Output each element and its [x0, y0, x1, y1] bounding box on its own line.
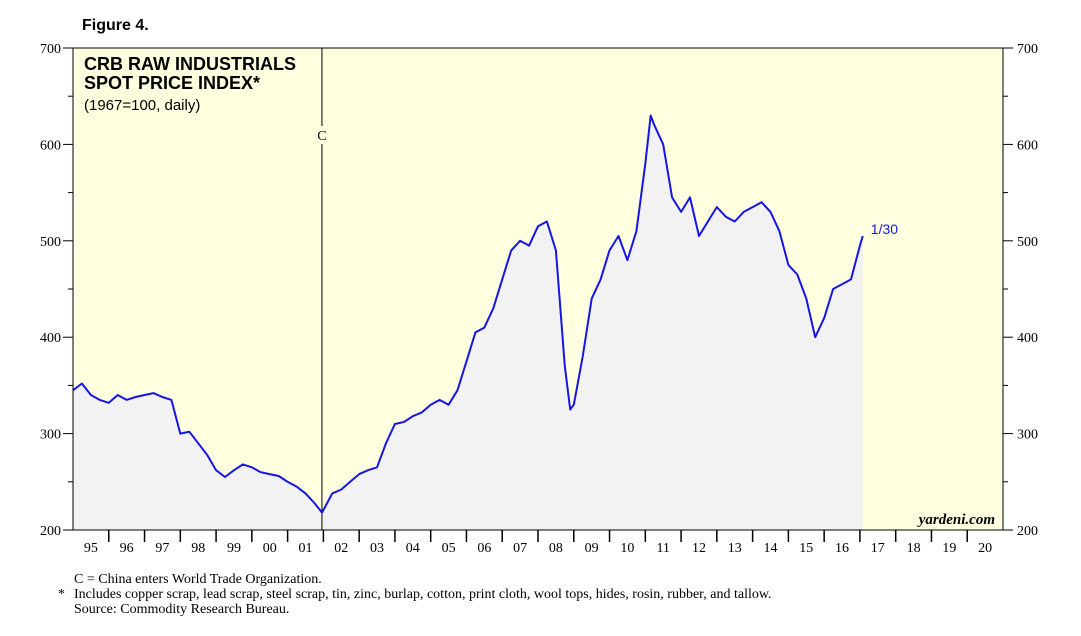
- footnote-marker: *: [58, 587, 65, 602]
- y-tick-label: 500: [40, 235, 61, 250]
- x-tick-label: 20: [978, 541, 992, 556]
- footnote: Includes copper scrap, lead scrap, steel…: [74, 587, 772, 602]
- x-tick-label: 97: [155, 541, 169, 556]
- x-tick-label: 96: [120, 541, 134, 556]
- x-tick-label: 14: [764, 541, 778, 556]
- y-tick-label: 600: [40, 138, 61, 153]
- x-tick-label: 05: [442, 541, 456, 556]
- y2-tick-label: 500: [1017, 235, 1038, 250]
- y2-tick-label: 200: [1017, 524, 1038, 539]
- line: [72, 114, 864, 514]
- chart-title: CRB RAW INDUSTRIALS: [84, 54, 296, 74]
- watermark: yardeni.com: [917, 512, 995, 528]
- y-tick-label: 400: [40, 331, 61, 346]
- x-tick-label: 06: [477, 541, 491, 556]
- annotation-label-bg: [314, 126, 329, 144]
- figure-label: Figure 4.: [82, 17, 149, 34]
- x-tick-label: 10: [620, 541, 634, 556]
- x-tick-label: 07: [513, 541, 527, 556]
- x-tick-label: 19: [942, 541, 956, 556]
- x-tick-label: 02: [334, 541, 348, 556]
- x-tick-label: 09: [585, 541, 599, 556]
- x-tick-label: 03: [370, 541, 384, 556]
- y2-tick-label: 300: [1017, 428, 1038, 443]
- x-tick-label: 95: [84, 541, 98, 556]
- chart-subtitle: (1967=100, daily): [84, 97, 200, 114]
- x-tick-label: 11: [656, 541, 669, 556]
- footnote: Source: Commodity Research Bureau.: [74, 602, 289, 617]
- footnote: C = China enters World Trade Organizatio…: [74, 572, 322, 587]
- x-tick-label: 12: [692, 541, 706, 556]
- x-tick-label: 15: [799, 541, 813, 556]
- x-tick-label: 08: [549, 541, 563, 556]
- end-label: 1/30: [871, 221, 898, 237]
- y2-tick-label: 400: [1017, 331, 1038, 346]
- x-tick-label: 01: [299, 541, 313, 556]
- y2-tick-label: 600: [1017, 138, 1038, 153]
- x-tick-label: 13: [728, 541, 742, 556]
- y-tick-label: 200: [40, 524, 61, 539]
- x-tick-label: 17: [871, 541, 885, 556]
- x-tick-label: 99: [227, 541, 241, 556]
- y-tick-label: 700: [40, 42, 61, 57]
- x-tick-label: 16: [835, 541, 849, 556]
- x-tick-label: 00: [263, 541, 277, 556]
- x-tick-label: 98: [191, 541, 205, 556]
- x-tick-label: 18: [907, 541, 921, 556]
- y-tick-label: 300: [40, 428, 61, 443]
- annotation-label: C: [317, 129, 326, 144]
- chart-title: SPOT PRICE INDEX*: [84, 73, 260, 93]
- area: [73, 115, 863, 530]
- y2-tick-label: 700: [1017, 42, 1038, 57]
- x-tick-label: 04: [406, 541, 420, 556]
